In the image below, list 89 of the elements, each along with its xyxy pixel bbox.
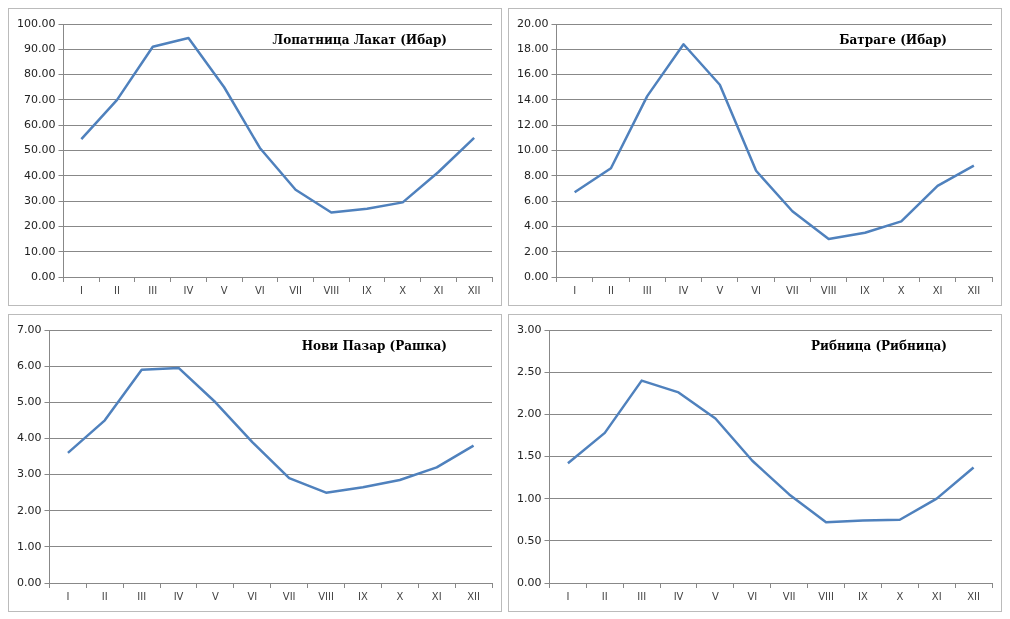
y-tick-label: 7.00	[16, 322, 42, 336]
x-tick-label: VIII	[318, 590, 334, 602]
y-tick-label: 3.00	[16, 467, 42, 481]
y-tick-label: 30.00	[23, 193, 56, 207]
x-tick-label: IX	[860, 284, 871, 296]
y-tick-label: 6.00	[16, 359, 42, 372]
x-tick-label: IX	[858, 590, 868, 602]
y-tick-label: 5.00	[16, 395, 42, 409]
x-tick-label: II	[114, 284, 121, 296]
y-tick-label: 4.00	[523, 219, 549, 233]
x-tick-label: IV	[678, 284, 689, 296]
y-tick-label: 8.00	[523, 168, 549, 182]
x-tick-label: X	[897, 284, 905, 296]
y-tick-label: 70.00	[23, 92, 56, 106]
x-tick-label: IV	[673, 590, 684, 602]
y-tick-label: 60.00	[23, 118, 56, 132]
x-tick-label: V	[712, 590, 720, 602]
y-tick-label: 0.00	[516, 575, 542, 589]
x-tick-label: VII	[782, 590, 796, 602]
x-tick-label: VIII	[323, 284, 340, 296]
y-tick-label: 0.00	[16, 575, 42, 589]
x-tick-label: II	[101, 590, 108, 602]
y-tick-label: 40.00	[23, 168, 56, 182]
x-tick-label: V	[212, 590, 220, 602]
x-tick-label: IX	[362, 284, 373, 296]
text: Батраге (Ибар)	[839, 33, 947, 48]
y-tick-label: 1.00	[16, 539, 42, 553]
x-tick-label: XII	[967, 284, 981, 296]
x-tick-label: X	[399, 284, 407, 296]
x-tick-label: VI	[747, 590, 758, 602]
x-tick-label: VI	[247, 590, 258, 602]
x-tick-label: XI	[433, 284, 444, 296]
y-tick-label: 12.00	[516, 118, 549, 132]
y-tick-label: 10.00	[23, 244, 56, 258]
x-tick-label: II	[601, 590, 608, 602]
x-tick-label: X	[396, 590, 404, 602]
y-tick-label: 50.00	[23, 143, 56, 157]
x-tick-label: III	[148, 284, 158, 296]
y-tick-label: 90.00	[23, 42, 56, 56]
x-tick-label: V	[716, 284, 724, 296]
x-tick-label: VI	[751, 284, 761, 296]
y-tick-label: 0.00	[30, 269, 56, 283]
y-tick-label: 18.00	[516, 42, 549, 56]
x-tick-label: I	[79, 284, 83, 296]
x-tick-label: III	[642, 284, 652, 296]
y-tick-label: 20.00	[23, 219, 56, 233]
x-tick-label: I	[566, 590, 570, 602]
x-tick-label: XII	[967, 590, 980, 602]
y-tick-label: 80.00	[23, 67, 56, 81]
y-tick-label: 2.50	[516, 365, 542, 379]
x-tick-label: VII	[282, 590, 296, 602]
y-tick-label: 1.50	[516, 449, 542, 463]
text: Лопатница Лакат (Ибар)	[272, 33, 447, 48]
text: Нови Пазар (Рашка)	[301, 339, 447, 354]
y-tick-label: 2.00	[523, 244, 549, 258]
x-tick-label: VIII	[818, 590, 834, 602]
x-tick-label: XI	[431, 590, 442, 602]
y-tick-label: 0.00	[523, 269, 549, 283]
x-tick-label: XII	[467, 590, 480, 602]
x-tick-label: II	[607, 284, 614, 296]
y-tick-label: 16.00	[516, 67, 549, 81]
y-tick-label: 0.50	[516, 533, 542, 547]
x-tick-label: IX	[358, 590, 368, 602]
x-tick-label: III	[137, 590, 147, 602]
y-tick-label: 14.00	[516, 92, 549, 106]
x-tick-label: I	[573, 284, 577, 296]
x-tick-label: I	[66, 590, 70, 602]
text: Рибница (Рибница)	[810, 339, 947, 354]
y-tick-label: 100.00	[16, 16, 56, 30]
x-tick-label: XI	[932, 284, 943, 296]
x-tick-label: VII	[289, 284, 302, 296]
x-tick-label: XII	[467, 284, 481, 296]
x-tick-label: V	[220, 284, 228, 296]
x-tick-label: VI	[254, 284, 265, 296]
y-tick-label: 4.00	[16, 431, 42, 445]
x-tick-label: IV	[183, 284, 194, 296]
x-tick-label: X	[896, 590, 904, 602]
x-tick-label: VIII	[820, 284, 837, 296]
y-tick-label: 10.00	[516, 143, 549, 157]
x-tick-label: VII	[786, 284, 799, 296]
y-tick-label: 2.00	[16, 503, 42, 517]
y-tick-label: 6.00	[523, 193, 549, 207]
y-tick-label: 3.00	[516, 322, 542, 336]
x-tick-label: XI	[931, 590, 942, 602]
x-tick-label: IV	[173, 590, 184, 602]
y-tick-label: 1.00	[516, 491, 542, 505]
y-tick-label: 2.00	[516, 407, 542, 421]
x-tick-label: III	[637, 590, 647, 602]
y-tick-label: 20.00	[516, 16, 549, 30]
